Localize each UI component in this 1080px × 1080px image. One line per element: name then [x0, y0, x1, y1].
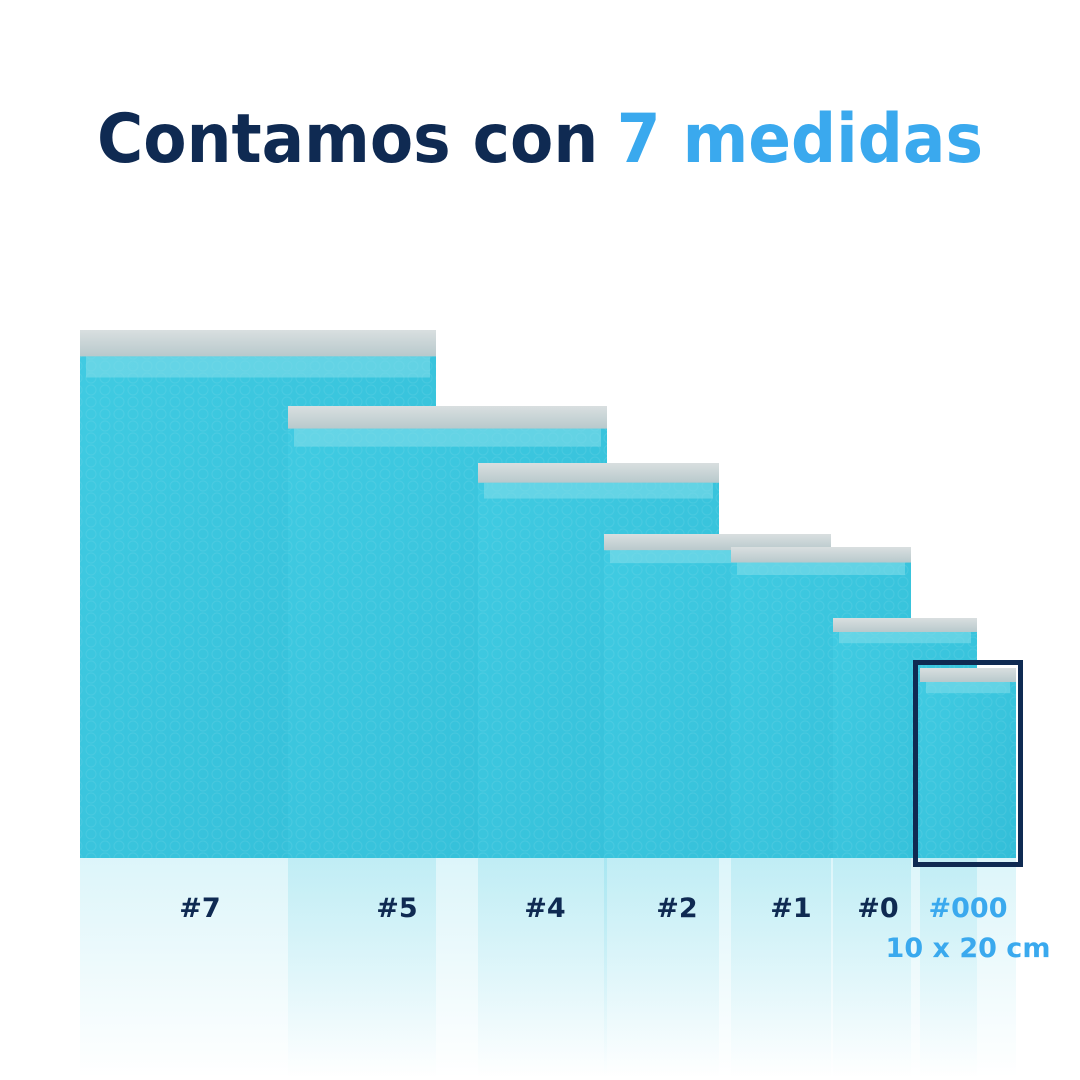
envelope-flap [833, 618, 977, 632]
envelope-reflection [920, 858, 1016, 1078]
envelope-flap [920, 668, 1016, 682]
size-label: #7 [179, 893, 220, 924]
envelopes [80, 330, 1016, 1078]
envelope-texture [920, 668, 1016, 858]
size-label: #5 [376, 893, 417, 924]
size-label: #4 [524, 893, 565, 924]
headline-highlight: 7 medidas [617, 100, 983, 179]
envelope-seal [737, 562, 905, 575]
headline-text: Contamos con [97, 100, 598, 179]
size-label: #0 [857, 893, 898, 924]
envelope-seal [926, 682, 1010, 694]
envelope-seal [294, 428, 601, 447]
envelope-flap [731, 547, 911, 563]
headline: Contamos con7 medidas [97, 100, 983, 179]
size-label: #000 [929, 893, 1008, 924]
envelope-flap [288, 406, 607, 429]
envelope-seal [86, 356, 430, 378]
envelope-seal [839, 632, 971, 644]
envelope-flap [80, 330, 436, 357]
size-dimensions: 10 x 20 cm [886, 933, 1051, 964]
size-label: #2 [656, 893, 697, 924]
envelope-flap [604, 534, 831, 551]
envelope [920, 668, 1016, 1078]
envelope-seal [484, 482, 713, 499]
labels: #7 #5 #4 #2 #1 #0 #000 10 x 20 cm [179, 893, 1050, 964]
size-label: #1 [770, 893, 811, 924]
envelope-flap [478, 463, 719, 483]
selection-frame [913, 660, 1023, 867]
